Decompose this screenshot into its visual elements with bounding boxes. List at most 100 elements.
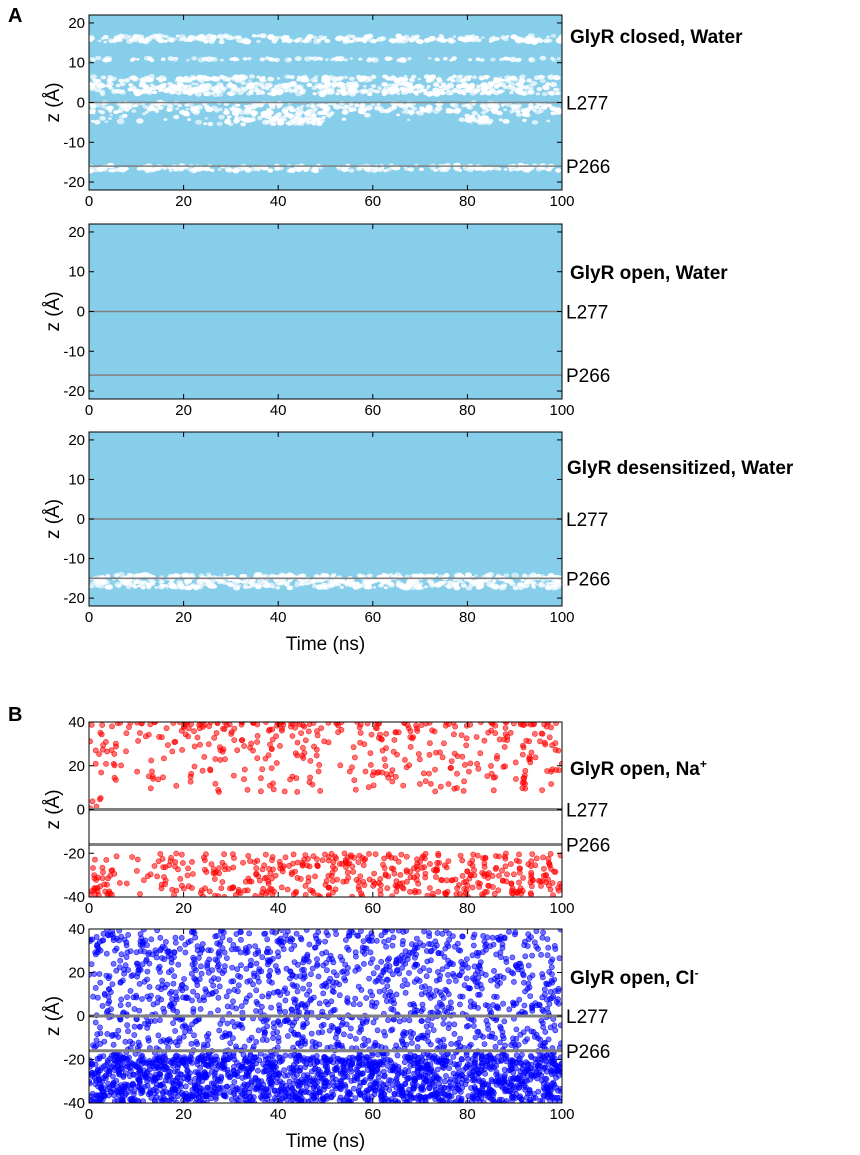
cl-ion-point — [292, 973, 299, 980]
na-ion-point — [255, 873, 262, 880]
na-ion-point — [268, 886, 275, 893]
reference-label-p266: P266 — [566, 836, 610, 857]
cl-ion-point — [471, 931, 478, 938]
cl-ion-point — [300, 1022, 307, 1029]
cl-ion-point — [148, 936, 155, 943]
na-ion-point — [273, 733, 279, 740]
cl-ion-point — [352, 1035, 359, 1042]
na-ion-point — [260, 885, 267, 892]
cl-ion-point — [91, 1098, 97, 1103]
cl-ion-point — [433, 987, 440, 994]
cl-ion-point — [302, 1040, 308, 1047]
na-ion-point — [533, 855, 540, 862]
cl-ion-point — [122, 962, 129, 969]
na-ion-point — [365, 784, 372, 791]
cl-ion-point — [135, 1058, 142, 1065]
na-ion-point — [463, 735, 470, 742]
na-ion-point — [397, 872, 404, 878]
cl-ion-point — [380, 967, 387, 974]
cl-ion-point — [145, 951, 152, 958]
cl-ion-point — [485, 1094, 491, 1101]
na-ion-point — [254, 739, 260, 745]
na-ion-point — [207, 767, 214, 774]
panel-label-a: A — [8, 5, 22, 27]
cl-ion-point — [263, 949, 270, 956]
cl-ion-point — [293, 930, 300, 937]
na-ion-point — [261, 875, 268, 882]
cl-ion-point — [404, 1098, 411, 1103]
cl-ion-point — [544, 996, 550, 1003]
cl-ion-point — [174, 1042, 181, 1049]
plot-area — [89, 929, 562, 1103]
cl-ion-point — [437, 972, 444, 979]
cl-ion-point — [176, 946, 183, 952]
cl-ion-point — [551, 1022, 558, 1029]
cl-ion-point — [239, 1009, 246, 1016]
na-ion-point — [432, 766, 438, 773]
na-ion-point — [392, 773, 399, 780]
cl-ion-point — [347, 1033, 354, 1040]
cl-ion-point — [282, 1094, 289, 1100]
na-ion-point — [395, 729, 402, 736]
na-ion-point — [123, 748, 129, 755]
na-ion-point — [362, 856, 369, 862]
na-ion-point — [502, 731, 509, 737]
cl-ion-point — [549, 1054, 556, 1061]
cl-ion-point — [502, 1055, 509, 1062]
na-ion-point — [322, 851, 328, 858]
cl-ion-point — [306, 1074, 313, 1081]
na-ion-point — [360, 878, 367, 885]
cl-ion-point — [121, 936, 128, 943]
na-ion-point — [391, 870, 398, 877]
cl-ion-point — [110, 1073, 116, 1080]
cl-ion-point — [541, 986, 548, 993]
cl-ion-point — [412, 1053, 419, 1060]
cl-ion-point — [175, 1061, 182, 1067]
reference-label-l277: L277 — [566, 94, 608, 115]
na-ion-point — [98, 769, 105, 776]
na-ion-point — [240, 859, 246, 866]
cl-ion-point — [97, 1030, 104, 1037]
cl-ion-point — [516, 1084, 523, 1091]
cl-ion-point — [385, 1017, 391, 1024]
cl-ion-point — [326, 1057, 332, 1064]
cl-ion-point — [445, 1085, 452, 1091]
cl-ion-point — [456, 972, 463, 979]
cl-ion-point — [210, 982, 217, 989]
na-ion-point — [502, 863, 509, 870]
cl-ion-point — [202, 1062, 209, 1068]
cl-ion-point — [497, 1025, 504, 1032]
cl-ion-point — [294, 988, 301, 995]
cl-ion-point — [434, 1066, 441, 1073]
cl-ion-point — [282, 1009, 288, 1015]
na-ion-point — [238, 737, 245, 744]
cl-ion-point — [271, 1087, 278, 1094]
cl-ion-point — [499, 941, 506, 948]
cl-ion-point — [333, 1085, 339, 1092]
na-ion-point — [231, 855, 237, 861]
cl-ion-point — [424, 1062, 431, 1069]
y-tick-label: 10 — [68, 471, 85, 488]
cl-ion-point — [530, 1029, 537, 1035]
cl-ion-point — [155, 1032, 162, 1039]
cl-ion-point — [404, 981, 411, 988]
cl-ion-point — [113, 967, 120, 974]
na-ion-point — [157, 851, 164, 857]
cl-ion-point — [382, 1084, 389, 1091]
cl-ion-point — [503, 959, 510, 965]
cl-ion-point — [202, 986, 209, 993]
cl-ion-point — [335, 1027, 342, 1034]
cl-ion-point — [160, 1090, 166, 1096]
cl-ion-point — [508, 1078, 515, 1085]
na-ion-point — [418, 722, 425, 728]
cl-ion-point — [213, 932, 220, 939]
na-ion-point — [123, 880, 130, 887]
cl-ion-point — [269, 1063, 276, 1069]
cl-ion-point — [294, 983, 300, 990]
cl-ion-point — [229, 1003, 235, 1010]
na-ion-point — [543, 723, 550, 730]
cl-ion-point — [188, 1040, 195, 1047]
cl-ion-point — [97, 1053, 103, 1060]
cl-ion-point — [406, 1057, 413, 1064]
na-ion-point — [129, 854, 136, 860]
